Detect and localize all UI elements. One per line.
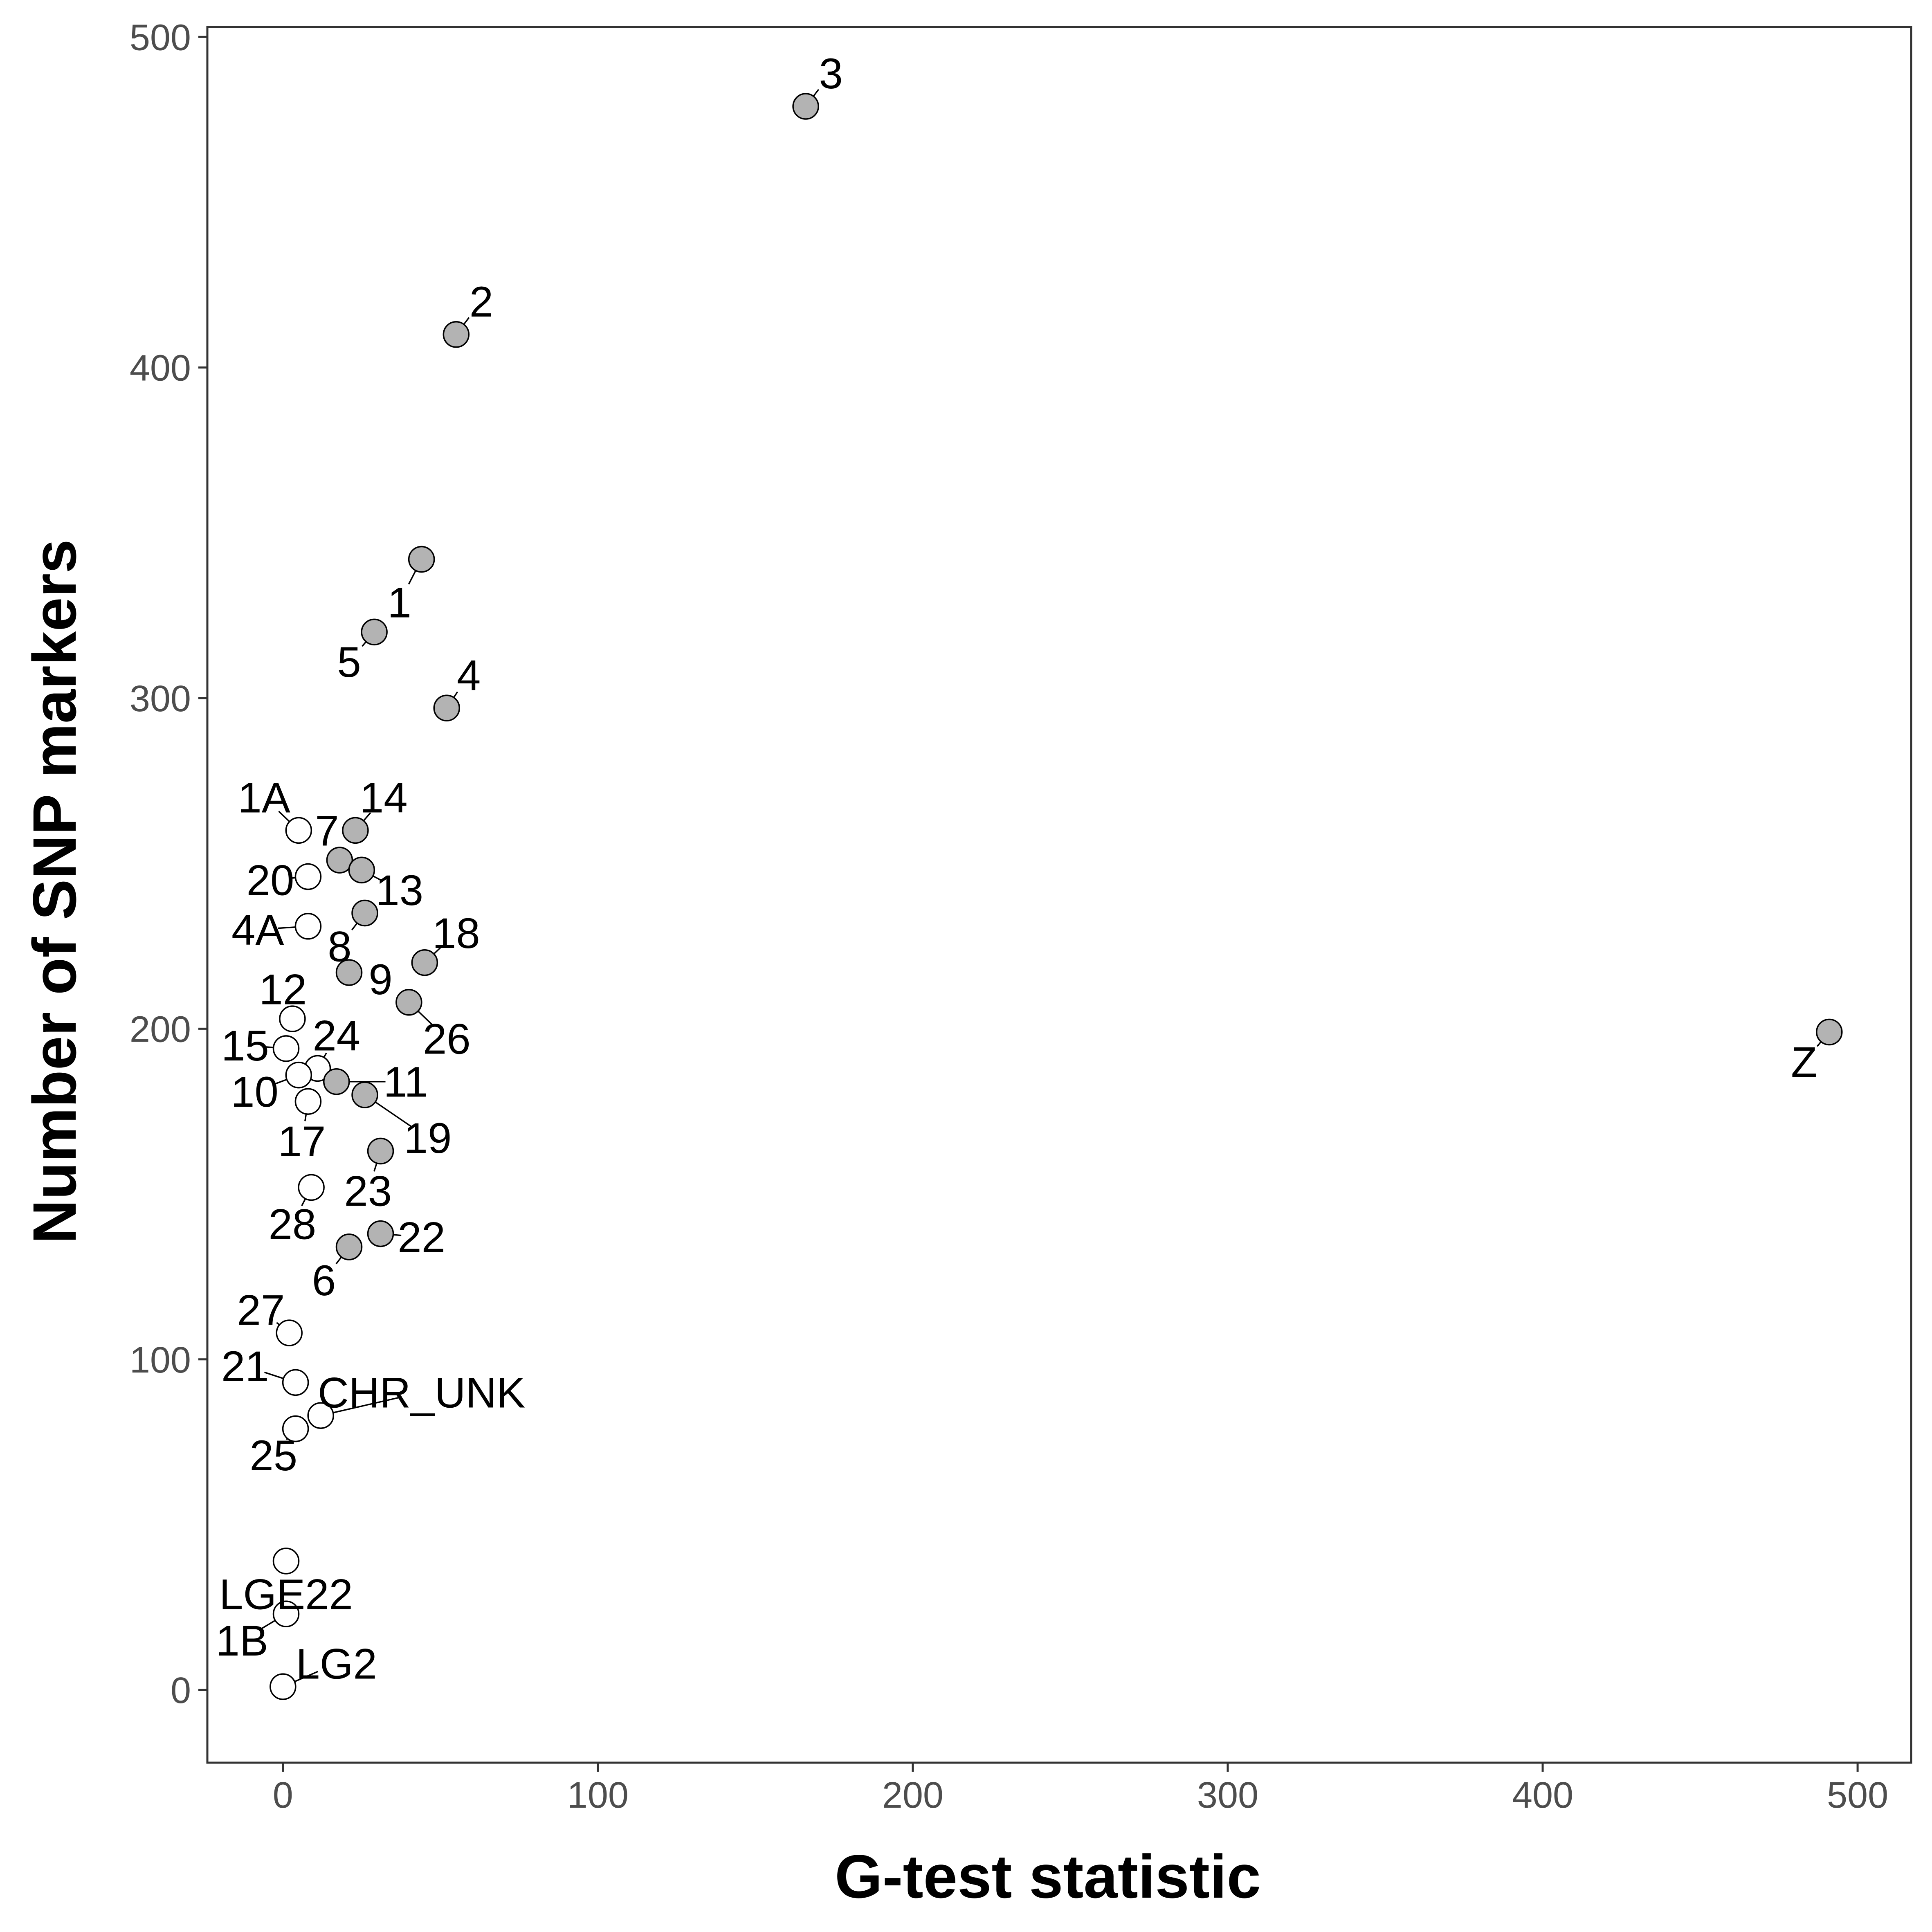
data-point [276, 1319, 303, 1346]
y-tick-label: 0 [171, 1670, 191, 1711]
point-label: 20 [247, 857, 294, 905]
point-label: 12 [259, 966, 307, 1013]
x-tick-label: 400 [1512, 1775, 1573, 1816]
point-label: 17 [278, 1118, 326, 1166]
x-tick-label: 500 [1827, 1775, 1888, 1816]
point-label: 4 [457, 651, 481, 699]
point-label: 8 [328, 923, 351, 970]
x-tick-label: 200 [882, 1775, 944, 1816]
data-point [285, 1061, 312, 1089]
data-point [367, 1137, 394, 1165]
point-label: 19 [404, 1114, 452, 1162]
point-label: 14 [360, 774, 408, 822]
point-label: 1B [216, 1617, 268, 1665]
point-label: 1 [388, 579, 411, 627]
data-point [282, 1415, 309, 1442]
data-point [395, 988, 422, 1016]
data-points [270, 93, 1843, 1700]
point-label: 6 [312, 1257, 336, 1305]
data-point [1816, 1018, 1843, 1046]
data-point [408, 546, 435, 573]
point-label: 3 [819, 50, 843, 98]
x-axis-title: G-test statistic [835, 1842, 1261, 1911]
point-label: 25 [249, 1432, 297, 1480]
point-label: 5 [337, 638, 361, 686]
data-point [298, 1174, 325, 1201]
data-point [272, 1600, 300, 1627]
point-label: 10 [231, 1068, 279, 1116]
point-label: Z [1791, 1038, 1817, 1086]
data-point [272, 1035, 300, 1062]
x-axis: 0 100 200 300 400 500 [273, 1763, 1888, 1816]
data-point [792, 93, 819, 120]
point-label: 21 [221, 1343, 269, 1391]
point-label: 15 [221, 1022, 269, 1070]
y-tick-label: 300 [130, 678, 191, 719]
point-label: 9 [368, 956, 392, 1004]
data-point [348, 856, 375, 884]
point-label: 23 [344, 1168, 392, 1215]
data-point [323, 1068, 350, 1095]
y-tick-label: 400 [130, 348, 191, 389]
data-point [411, 949, 438, 976]
data-point [335, 1233, 363, 1260]
data-point [326, 847, 353, 874]
data-point [282, 1369, 309, 1396]
data-point [342, 817, 369, 844]
y-axis-title: Number of SNP markers [20, 539, 89, 1244]
data-point [294, 1088, 322, 1115]
x-tick-label: 100 [567, 1775, 629, 1816]
point-label: CHR_UNK [318, 1369, 526, 1417]
point-label: 27 [237, 1287, 285, 1334]
point-label: 13 [375, 867, 423, 914]
data-point [279, 1005, 306, 1032]
point-label: LGE22 [219, 1571, 353, 1619]
data-point [367, 1220, 394, 1247]
point-label: LG2 [296, 1640, 377, 1688]
point-label: 28 [269, 1200, 317, 1248]
y-tick-label: 200 [130, 1009, 191, 1050]
point-label: 22 [398, 1214, 445, 1262]
data-point [270, 1673, 297, 1700]
data-point [294, 913, 322, 940]
point-label: 1A [238, 774, 290, 822]
label-leader-line [323, 1396, 402, 1416]
data-point [285, 817, 312, 844]
data-point [361, 618, 388, 646]
x-tick-label: 300 [1197, 1775, 1258, 1816]
data-point [443, 321, 470, 348]
point-label: 11 [384, 1058, 428, 1106]
data-point [307, 1402, 334, 1429]
point-label: 2 [470, 278, 493, 326]
x-tick-label: 0 [273, 1775, 293, 1816]
plot-panel [206, 26, 1912, 1764]
point-label: 4A [231, 906, 284, 954]
point-label: 26 [423, 1015, 471, 1063]
point-label: 18 [432, 910, 480, 957]
data-point [272, 1548, 300, 1575]
data-point [335, 959, 363, 986]
y-tick-label: 100 [130, 1340, 191, 1381]
y-tick-label: 500 [130, 17, 191, 58]
point-label: 24 [312, 1012, 360, 1060]
data-point [351, 899, 378, 927]
point-label: 7 [315, 807, 339, 855]
data-point [294, 863, 322, 890]
data-point [433, 694, 460, 722]
data-point [351, 1081, 378, 1108]
y-axis: 0 100 200 300 400 500 [130, 17, 207, 1711]
